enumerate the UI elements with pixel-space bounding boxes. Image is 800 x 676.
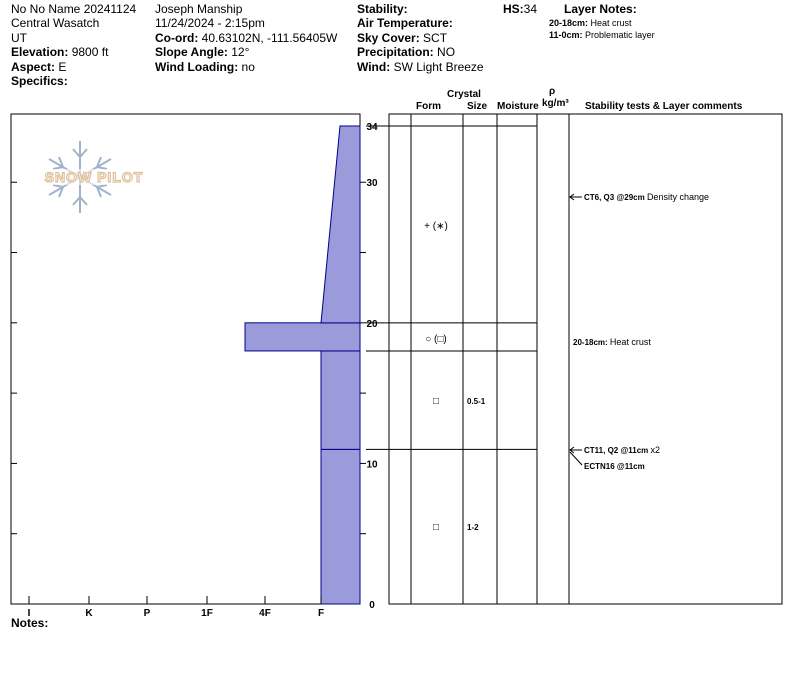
aspect: Aspect: E [11, 60, 66, 75]
layer-rows: + (∗) ○ (□) □ 0.5-1 □ 1-2 [366, 125, 537, 533]
annotation-arrow [569, 451, 583, 466]
coord-value: 40.63102N, -111.56405W [201, 31, 338, 45]
hardness-axis: I K P 1F 4F F [28, 596, 324, 619]
layer-form: □ [433, 396, 439, 407]
wind: Wind: SW Light Breeze [357, 60, 484, 75]
hardness-bar-18-20 [244, 322, 361, 352]
layer-form: ○ (□) [425, 334, 447, 345]
size-header: Size [467, 101, 488, 112]
wind-value: SW Light Breeze [393, 60, 484, 74]
x-tick-label: F [318, 608, 324, 619]
stability-test-ct6: CT6, Q3 @29cm Density change [584, 192, 709, 202]
layer-note-2: 11-0cm: Problematic layer [549, 30, 655, 40]
depth-axis: 34 30 20 10 0 [11, 122, 378, 611]
form-header: Form [416, 101, 441, 112]
aspect-label: Aspect: [11, 60, 56, 74]
slope-label: Slope Angle: [155, 45, 228, 59]
stability-test-ct11: CT11, Q2 @11cm x2 [584, 445, 660, 455]
slope-angle: Slope Angle: 12° [155, 45, 249, 60]
profile-name: No No Name 20241124 [11, 2, 137, 16]
x-tick-label: K [85, 608, 93, 619]
layer-note-1: 20-18cm: Heat crust [549, 18, 632, 28]
precip-value: NO [437, 45, 456, 59]
y-tick-label: 34 [366, 122, 378, 133]
slope-value: 12° [231, 45, 250, 59]
wind-loading: Wind Loading: no [155, 60, 255, 75]
layer-note-1-text: Heat crust [590, 18, 632, 28]
hs-label: HS: [503, 2, 524, 16]
hardness-bar-0-11 [320, 448, 361, 605]
annotation-arrowhead [569, 193, 575, 201]
wind-loading-value: no [241, 60, 255, 74]
layer-comment-heat-crust: 20-18cm: Heat crust [573, 337, 651, 347]
hardness-bar-11-18 [320, 350, 361, 450]
hardness-bar-20-34 [320, 125, 361, 324]
elevation: Elevation: 9800 ft [11, 45, 108, 60]
state-name: UT [11, 31, 27, 45]
sky-cover: Sky Cover: SCT [357, 31, 447, 46]
layer-size: 0.5-1 [467, 397, 486, 406]
annotation-arrowhead [569, 446, 575, 454]
observer: Joseph Manship [155, 2, 243, 16]
stability-annotations: CT6, Q3 @29cm Density change CT11, Q2 @11… [569, 192, 709, 471]
density-unit-header: kg/m³ [542, 98, 569, 109]
y-tick-label: 10 [366, 459, 378, 470]
hardness-bars [244, 125, 361, 605]
sky-cover-label: Sky Cover: [357, 31, 420, 45]
layer-note-2-range: 11-0cm: [549, 30, 583, 40]
aspect-value: E [58, 60, 67, 74]
hs: HS:34 [503, 2, 537, 17]
specifics-label: Specifics: [11, 74, 68, 88]
y-tick-label: 20 [366, 319, 378, 330]
layer-table-frame [388, 113, 783, 605]
layer-form: + (∗) [424, 221, 448, 232]
sky-cover-value: SCT [423, 31, 448, 45]
elevation-label: Elevation: [11, 45, 69, 59]
layer-note-2-text: Problematic layer [585, 30, 655, 40]
precip-label: Precipitation: [357, 45, 434, 59]
layer-size: 1-2 [467, 523, 479, 532]
x-tick-label: 1F [201, 608, 213, 619]
stability-label: Stability: [357, 2, 408, 16]
layer-table [388, 113, 783, 605]
layer-form: □ [433, 522, 439, 533]
hs-value: 34 [523, 2, 538, 16]
layer-notes-label: Layer Notes: [564, 2, 637, 16]
x-tick-label: P [144, 608, 151, 619]
coord-label: Co-ord: [155, 31, 199, 45]
datetime: 11/24/2024 - 2:15pm [155, 16, 265, 30]
snowpilot-logo-text: SNOW PILOT [45, 169, 144, 185]
x-tick-label: I [28, 608, 31, 619]
wind-loading-label: Wind Loading: [155, 60, 239, 74]
snowpilot-logo: SNOW PILOT [34, 141, 154, 213]
coordinates: Co-ord: 40.63102N, -111.56405W [155, 31, 337, 46]
rho-header: ρ [549, 86, 556, 97]
y-tick-label: 30 [366, 178, 378, 189]
stability-test-ectn16: ECTN16 @11cm [584, 462, 645, 471]
range-name: Central Wasatch [11, 16, 100, 30]
crystal-header: Crystal [447, 89, 481, 100]
moisture-header: Moisture [497, 101, 539, 112]
comments-header: Stability tests & Layer comments [585, 101, 743, 112]
y-tick-label: 0 [369, 600, 375, 611]
x-tick-label: 4F [259, 608, 271, 619]
air-temp-label: Air Temperature: [357, 16, 453, 30]
precipitation: Precipitation: NO [357, 45, 455, 60]
notes-label: Notes: [11, 616, 49, 630]
elevation-value: 9800 ft [71, 45, 109, 59]
wind-label: Wind: [357, 60, 391, 74]
layer-note-1-range: 20-18cm: [549, 18, 589, 28]
